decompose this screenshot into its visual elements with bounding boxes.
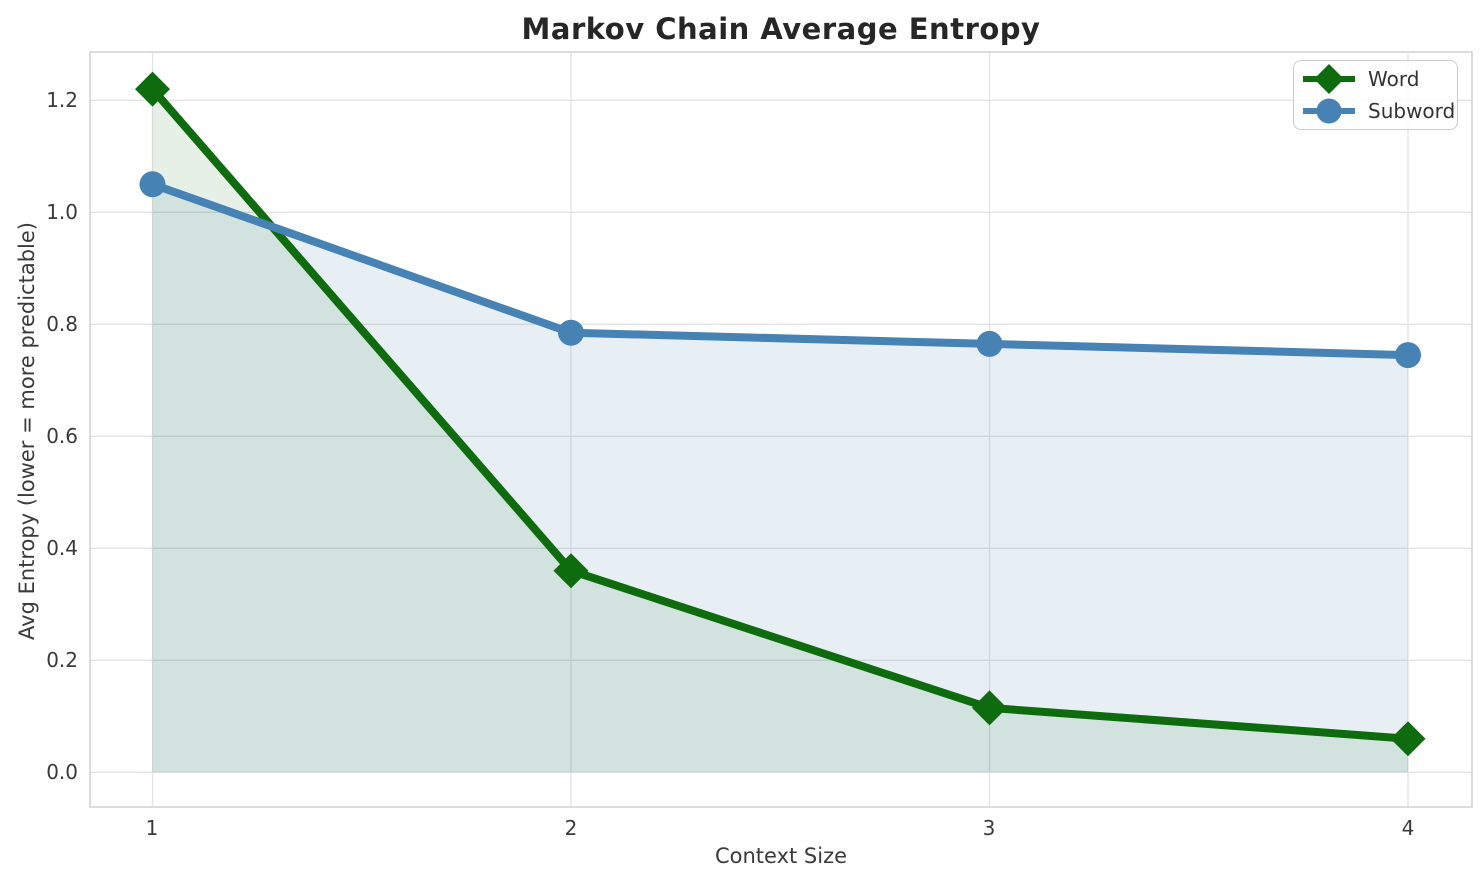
x-tick-1: 1 xyxy=(145,816,159,840)
legend-label-word: Word xyxy=(1368,67,1420,91)
x-tick-2: 2 xyxy=(564,816,578,840)
y-axis-label: Avg Entropy (lower = more predictable) xyxy=(15,222,39,640)
y-tick-1.2: 1.2 xyxy=(46,88,78,112)
y-tick-0.4: 0.4 xyxy=(46,536,78,560)
legend-item-subword: Subword xyxy=(1300,95,1455,127)
y-tick-0.0: 0.0 xyxy=(46,760,78,784)
x-axis-label: Context Size xyxy=(714,844,848,868)
line-word xyxy=(148,85,1412,743)
legend: Word Subword xyxy=(1293,60,1458,130)
x-tick-3: 3 xyxy=(982,816,996,840)
area-fill-subword xyxy=(152,184,1408,773)
line-subword xyxy=(148,180,1412,360)
axes-frame xyxy=(89,51,1473,808)
marker-subword-circle xyxy=(558,319,584,346)
marker-word-diamond xyxy=(972,690,1007,726)
subword-circle-icon xyxy=(1303,98,1355,124)
marker-word-diamond xyxy=(553,553,589,589)
y-tick-1.0: 1.0 xyxy=(46,200,78,224)
chart-title: Markov Chain Average Entropy xyxy=(521,12,1041,46)
x-tick-4: 4 xyxy=(1401,816,1415,840)
marker-word-diamond xyxy=(1390,721,1426,757)
area-fill-word xyxy=(152,89,1408,773)
y-tick-0.2: 0.2 xyxy=(46,648,78,672)
marker-word-diamond xyxy=(135,71,170,107)
marker-subword-circle xyxy=(1395,342,1421,369)
marker-subword-circle xyxy=(976,330,1003,357)
y-tick-0.6: 0.6 xyxy=(46,424,78,448)
legend-item-word: Word xyxy=(1300,63,1451,95)
legend-label-subword: Subword xyxy=(1368,99,1456,123)
y-tick-0.8: 0.8 xyxy=(46,312,78,336)
word-diamond-icon xyxy=(1303,64,1355,94)
marker-subword-circle xyxy=(139,171,166,198)
